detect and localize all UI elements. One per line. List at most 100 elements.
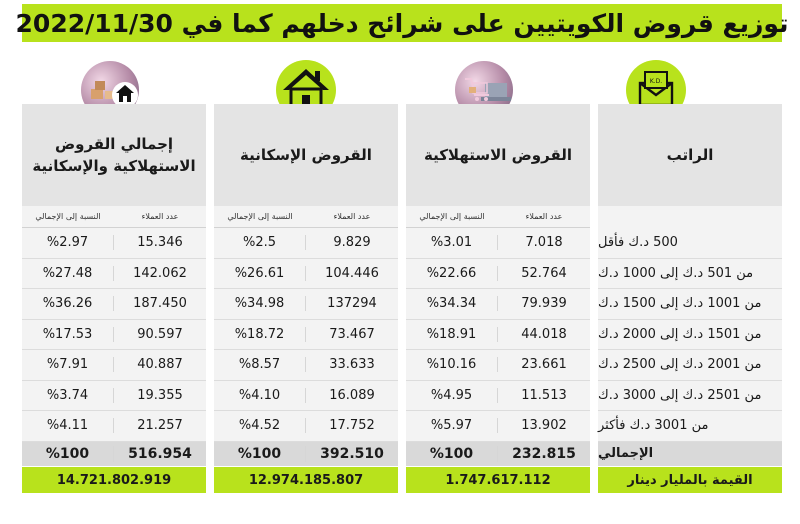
salary-row: من 1001 د.ك إلى 1500 د.ك bbox=[598, 289, 782, 320]
ratio-cell: %4.10 bbox=[214, 387, 306, 403]
ratio-cell: %3.01 bbox=[406, 235, 498, 251]
total-total-row: %100 516.954 bbox=[22, 441, 206, 466]
consumer-clients-header: عدد العملاء bbox=[525, 212, 563, 221]
total-ratio-cell: %100 bbox=[22, 445, 114, 462]
consumer-heading: القروض الاستهلاكية bbox=[423, 146, 573, 164]
clients-cell: 16.089 bbox=[329, 387, 375, 403]
total-row: %7.91 40.887 bbox=[22, 350, 206, 381]
ratio-cell: %4.11 bbox=[22, 418, 114, 434]
consumer-row: %22.66 52.764 bbox=[406, 258, 590, 289]
total-row: %3.74 19.355 bbox=[22, 380, 206, 411]
total-value: 14.721.802.919 bbox=[56, 472, 172, 488]
clients-cell: 104.446 bbox=[325, 265, 379, 281]
housing-header: القروض الإسكانية bbox=[214, 104, 398, 206]
salary-row: 500 د.ك فأقل bbox=[598, 228, 782, 259]
salary-bracket: من 1001 د.ك إلى 1500 د.ك bbox=[598, 296, 762, 312]
total-ratio-cell: %100 bbox=[214, 445, 306, 462]
salary-heading: الراتب bbox=[666, 146, 714, 164]
ratio-cell: %2.5 bbox=[214, 235, 306, 251]
salary-footer: القيمة بالمليار دينار bbox=[598, 467, 782, 493]
consumer-subheader: النسبة إلى الإجمالي عدد العملاء bbox=[406, 206, 590, 228]
housing-row: %4.52 17.752 bbox=[214, 411, 398, 442]
clients-cell: 40.887 bbox=[137, 357, 183, 373]
housing-value: 12.974.185.807 bbox=[248, 472, 364, 488]
ratio-cell: %4.52 bbox=[214, 418, 306, 434]
total-ratio-header: النسبة إلى الإجمالي bbox=[35, 212, 101, 221]
consumer-row: %3.01 7.018 bbox=[406, 228, 590, 259]
ratio-cell: %10.16 bbox=[406, 357, 498, 373]
total-heading: إجمالي القروض الاستهلاكية والإسكانية bbox=[32, 135, 196, 175]
salary-bracket: من 1501 د.ك إلى 2000 د.ك bbox=[598, 326, 762, 342]
housing-row: %26.61 104.446 bbox=[214, 258, 398, 289]
housing-total-row: %100 392.510 bbox=[214, 441, 398, 466]
clients-cell: 15.346 bbox=[137, 235, 183, 251]
housing-subheader: النسبة إلى الإجمالي عدد العملاء bbox=[214, 206, 398, 228]
clients-cell: 90.597 bbox=[137, 326, 183, 342]
total-ratio-cell: %100 bbox=[406, 445, 498, 462]
housing-heading: القروض الإسكانية bbox=[240, 146, 372, 164]
total-row: %27.48 142.062 bbox=[22, 258, 206, 289]
consumer-row: %4.95 11.513 bbox=[406, 380, 590, 411]
consumer-column: القروض الاستهلاكية النسبة إلى الإجمالي ع… bbox=[406, 104, 590, 466]
ratio-cell: %22.66 bbox=[406, 265, 498, 281]
total-clients-header: عدد العملاء bbox=[141, 212, 179, 221]
total-clients-cell: 516.954 bbox=[128, 445, 192, 462]
salary-bracket: 500 د.ك فأقل bbox=[598, 235, 678, 251]
salary-bracket: من 501 د.ك إلى 1000 د.ك bbox=[598, 265, 754, 281]
salary-row: من 3001 د.ك فأكثر bbox=[598, 411, 782, 442]
salary-row: من 1501 د.ك إلى 2000 د.ك bbox=[598, 319, 782, 350]
ratio-cell: %8.57 bbox=[214, 357, 306, 373]
salary-footer-label: القيمة بالمليار دينار bbox=[627, 472, 753, 488]
page-title: توزيع قروض الكويتيين على شرائح دخلهم كما… bbox=[15, 8, 789, 38]
total-subheader: النسبة إلى الإجمالي عدد العملاء bbox=[22, 206, 206, 228]
clients-cell: 73.467 bbox=[329, 326, 375, 342]
housing-row: %34.98 137294 bbox=[214, 289, 398, 320]
total-row: %17.53 90.597 bbox=[22, 319, 206, 350]
clients-cell: 9.829 bbox=[333, 235, 371, 251]
ratio-cell: %34.34 bbox=[406, 296, 498, 312]
consumer-row: %10.16 23.661 bbox=[406, 350, 590, 381]
clients-cell: 11.513 bbox=[521, 387, 567, 403]
clients-cell: 187.450 bbox=[133, 296, 187, 312]
salary-total-label: الإجمالي bbox=[598, 446, 654, 461]
consumer-row: %34.34 79.939 bbox=[406, 289, 590, 320]
ratio-cell: %36.26 bbox=[22, 296, 114, 312]
salary-bracket: من 2001 د.ك إلى 2500 د.ك bbox=[598, 357, 762, 373]
consumer-ratio-header: النسبة إلى الإجمالي bbox=[419, 212, 485, 221]
ratio-cell: %18.91 bbox=[406, 326, 498, 342]
envelope-kd-label: K.D. bbox=[650, 78, 662, 85]
ratio-cell: %4.95 bbox=[406, 387, 498, 403]
salary-row: من 2501 د.ك إلى 3000 د.ك bbox=[598, 380, 782, 411]
clients-cell: 7.018 bbox=[525, 235, 563, 251]
total-row: %2.97 15.346 bbox=[22, 228, 206, 259]
housing-clients-header: عدد العملاء bbox=[333, 212, 371, 221]
total-column: إجمالي القروض الاستهلاكية والإسكانية الن… bbox=[22, 104, 206, 466]
ratio-cell: %5.97 bbox=[406, 418, 498, 434]
clients-cell: 23.661 bbox=[521, 357, 567, 373]
clients-cell: 137294 bbox=[327, 296, 377, 312]
clients-cell: 13.902 bbox=[521, 418, 567, 434]
salary-header: الراتب bbox=[598, 104, 782, 206]
housing-row: %8.57 33.633 bbox=[214, 350, 398, 381]
total-row: %4.11 21.257 bbox=[22, 411, 206, 442]
salary-bracket: من 3001 د.ك فأكثر bbox=[598, 418, 709, 434]
clients-cell: 79.939 bbox=[521, 296, 567, 312]
housing-footer: 12.974.185.807 bbox=[214, 467, 398, 493]
consumer-total-row: %100 232.815 bbox=[406, 441, 590, 466]
total-clients-cell: 232.815 bbox=[512, 445, 576, 462]
clients-cell: 19.355 bbox=[137, 387, 183, 403]
clients-cell: 52.764 bbox=[521, 265, 567, 281]
salary-row: من 501 د.ك إلى 1000 د.ك bbox=[598, 258, 782, 289]
ratio-cell: %7.91 bbox=[22, 357, 114, 373]
housing-row: %18.72 73.467 bbox=[214, 319, 398, 350]
ratio-cell: %3.74 bbox=[22, 387, 114, 403]
consumer-value: 1.747.617.112 bbox=[445, 472, 551, 488]
salary-column: الراتب 500 د.ك فأقل من 501 د.ك إلى 1000 … bbox=[598, 104, 782, 466]
ratio-cell: %27.48 bbox=[22, 265, 114, 281]
housing-ratio-header: النسبة إلى الإجمالي bbox=[227, 212, 293, 221]
housing-column: القروض الإسكانية النسبة إلى الإجمالي عدد… bbox=[214, 104, 398, 466]
consumer-row: %18.91 44.018 bbox=[406, 319, 590, 350]
ratio-cell: %34.98 bbox=[214, 296, 306, 312]
total-row: %36.26 187.450 bbox=[22, 289, 206, 320]
ratio-cell: %17.53 bbox=[22, 326, 114, 342]
